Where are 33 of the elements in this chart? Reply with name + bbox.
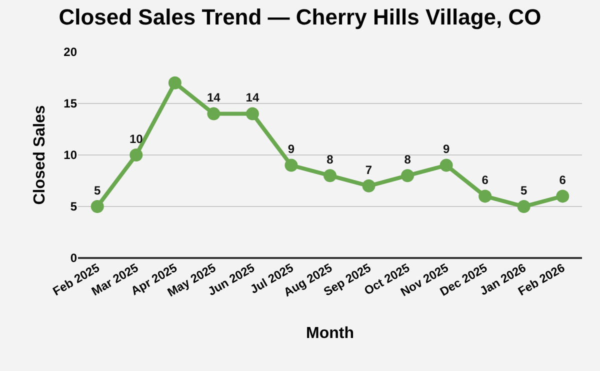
data-label: 5 (520, 183, 528, 198)
point (362, 179, 376, 192)
point (478, 190, 492, 203)
point (324, 169, 336, 182)
data-label: 7 (365, 162, 372, 177)
data-label: 6 (559, 173, 566, 188)
y-tick-label: 20 (64, 45, 78, 60)
y-axis-title: Closed Sales (32, 105, 49, 205)
data-label: 9 (288, 142, 295, 156)
data-label: 5 (94, 183, 102, 198)
y-tick-label: 15 (64, 96, 78, 111)
point (246, 107, 259, 120)
point (130, 148, 143, 162)
data-label: 6 (482, 173, 489, 188)
point (440, 158, 453, 172)
y-tick-label: 0 (70, 251, 78, 266)
point (556, 190, 570, 203)
y-tick-label: 5 (70, 200, 78, 214)
point (207, 107, 220, 120)
x-axis-title: Month (306, 325, 354, 342)
point (401, 169, 414, 182)
data-label: 10 (129, 132, 144, 146)
point (168, 76, 182, 90)
data-label: 9 (442, 142, 450, 156)
data-label: 8 (326, 152, 334, 166)
point (517, 200, 530, 213)
chart-title: Closed Sales Trend — Cherry Hills Village, CO (58, 4, 542, 30)
point (90, 200, 104, 213)
data-label: 8 (404, 152, 412, 166)
y-tick-label: 10 (64, 148, 78, 162)
point (284, 158, 298, 172)
data-label: 14 (246, 90, 260, 105)
data-label: 14 (207, 90, 221, 105)
